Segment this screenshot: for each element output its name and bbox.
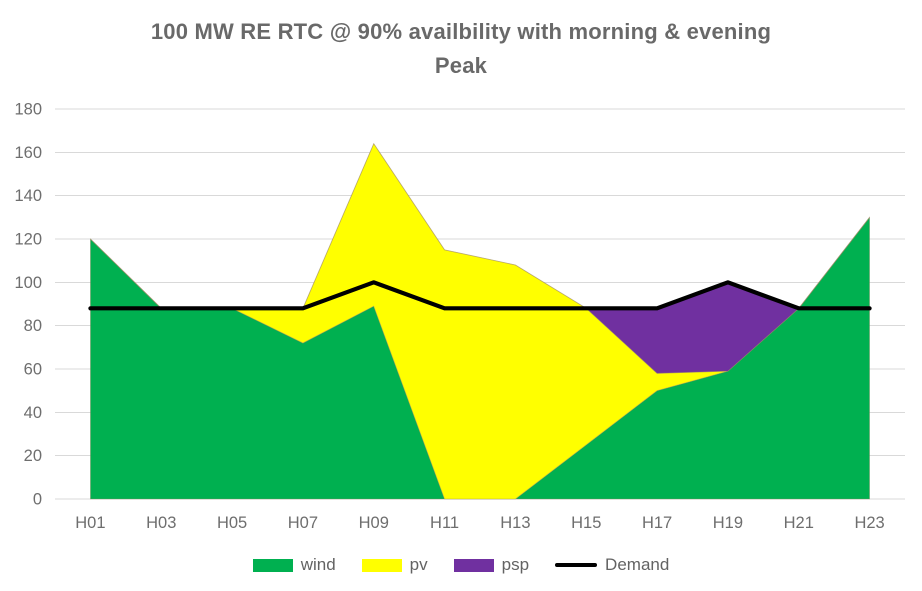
x-tick-label-h09: H09 <box>359 514 389 532</box>
x-tick-label-h13: H13 <box>500 514 530 532</box>
x-tick-label-h01: H01 <box>75 514 105 532</box>
legend-label-wind: wind <box>300 555 336 574</box>
x-tick-label-h03: H03 <box>146 514 176 532</box>
x-tick-label-h23: H23 <box>854 514 884 532</box>
x-tick-label-h21: H21 <box>784 514 814 532</box>
legend-swatch-wind <box>252 558 293 572</box>
legend-swatch-psp <box>453 558 494 572</box>
x-tick-label-h15: H15 <box>571 514 601 532</box>
y-tick-label-180: 180 <box>14 101 42 119</box>
y-tick-label-100: 100 <box>14 274 42 292</box>
area-series-psp <box>90 142 870 374</box>
x-tick-label-h07: H07 <box>288 514 318 532</box>
x-tick-label-h19: H19 <box>713 514 743 532</box>
y-tick-label-0: 0 <box>33 491 42 509</box>
legend-item-psp: psp <box>453 555 530 575</box>
legend-label-pv: pv <box>409 555 428 574</box>
legend-item-wind: wind <box>252 555 336 575</box>
legend-item-demand: Demand <box>555 555 669 575</box>
y-tick-label-40: 40 <box>24 404 42 422</box>
legend-swatch-pv <box>361 558 402 572</box>
x-tick-label-h17: H17 <box>642 514 672 532</box>
legend-label-demand: Demand <box>605 555 670 574</box>
legend-line-sample-demand <box>555 562 598 568</box>
legend: wind pv psp Demand <box>0 548 922 582</box>
chart-title-line-1: 100 MW RE RTC @ 90% availbility with mor… <box>150 19 772 44</box>
demand-line <box>88 280 872 311</box>
y-tick-label-20: 20 <box>24 447 42 465</box>
y-tick-label-140: 140 <box>14 187 42 205</box>
x-tick-label-h05: H05 <box>217 514 247 532</box>
legend-label-psp: psp <box>501 555 530 574</box>
chart-title: 100 MW RE RTC @ 90% availbility with mor… <box>0 15 922 83</box>
legend-item-pv: pv <box>361 555 428 575</box>
y-tick-label-80: 80 <box>24 317 42 335</box>
y-tick-label-160: 160 <box>14 144 42 162</box>
x-tick-label-h11: H11 <box>430 514 459 532</box>
y-tick-label-60: 60 <box>24 361 42 379</box>
chart-title-line-2: Peak <box>434 53 488 78</box>
y-tick-label-120: 120 <box>14 231 42 249</box>
